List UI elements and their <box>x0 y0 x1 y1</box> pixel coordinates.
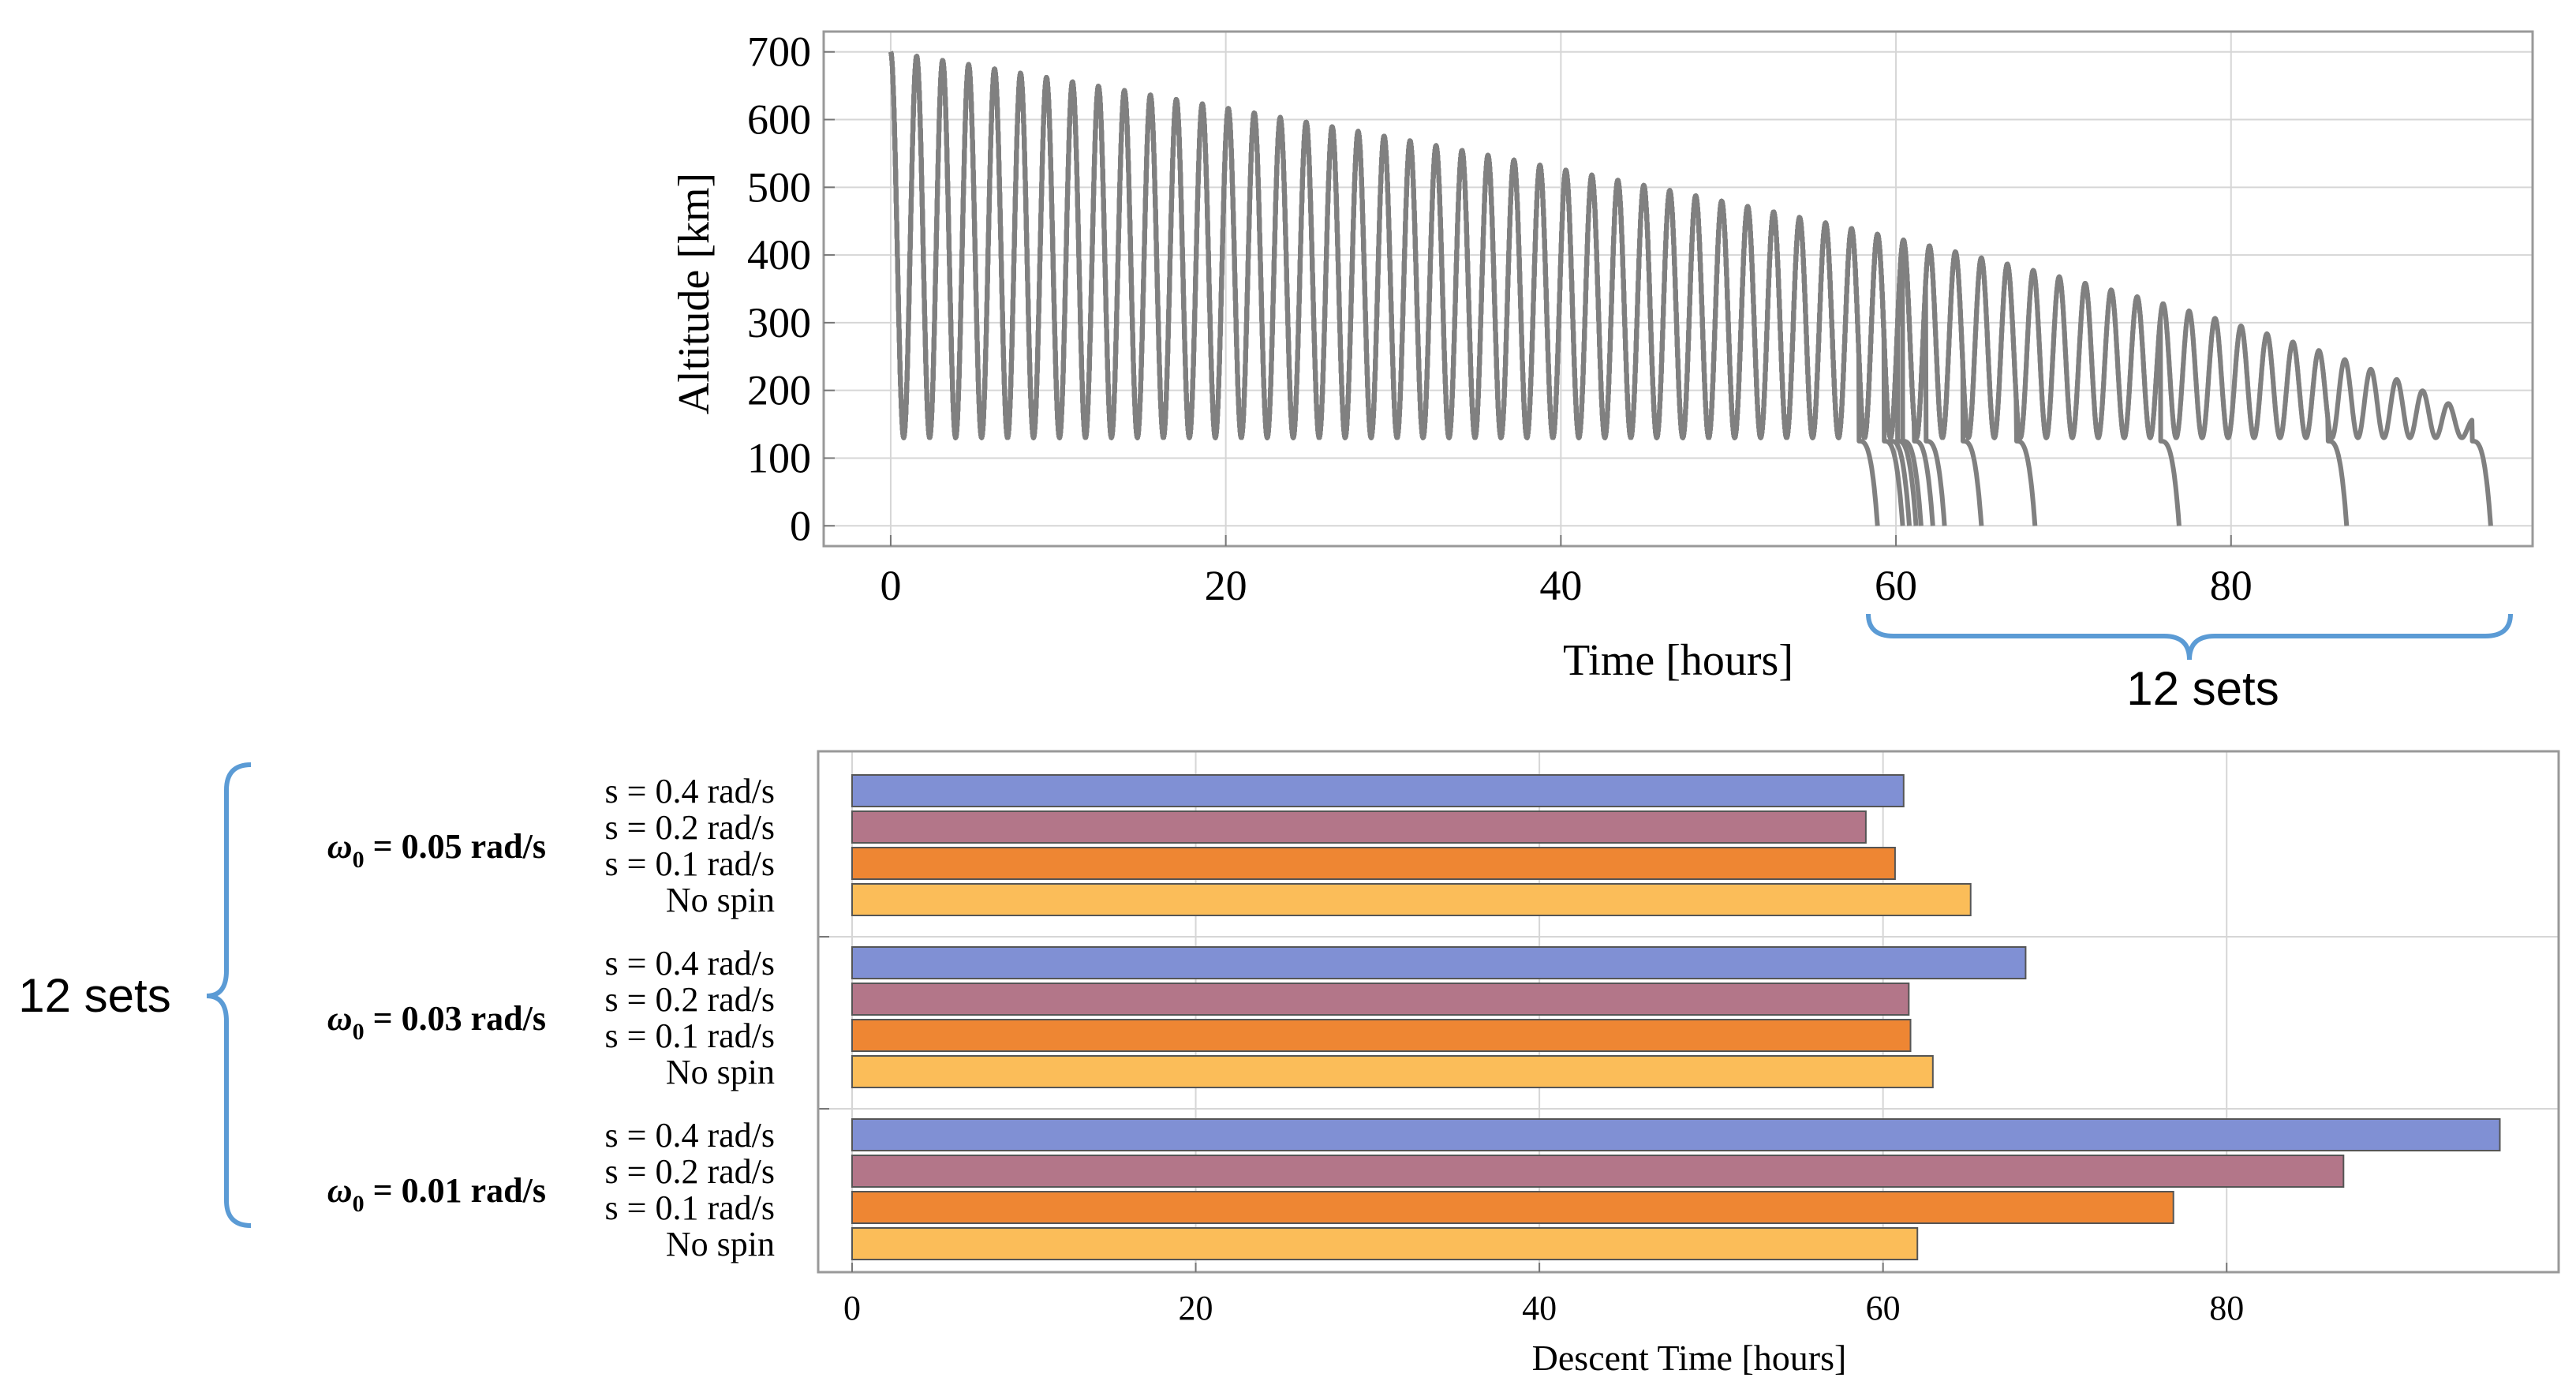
omega-subscript: 0 <box>353 1191 365 1217</box>
descent-x-axis-label: Descent Time [hours] <box>1532 1338 1847 1378</box>
descent-bar-labels: s = 0.4 rad/ss = 0.2 rad/ss = 0.1 rad/sN… <box>605 772 775 1263</box>
omega-symbol: ω <box>327 827 353 866</box>
descent-group-label: ω0 = 0.03 rad/s <box>327 999 546 1045</box>
altitude-x-tick-label: 60 <box>1875 562 1917 609</box>
omega-symbol: ω <box>327 999 353 1038</box>
omega-subscript: 0 <box>353 847 365 873</box>
altitude-y-tick-label: 700 <box>747 28 811 76</box>
descent-bar <box>851 847 1896 880</box>
altitude-x-tick-label: 20 <box>1205 562 1247 609</box>
altitude-x-tick-label: 40 <box>1539 562 1582 609</box>
altitude-trace <box>888 51 2038 526</box>
descent-bar <box>851 1155 2345 1188</box>
altitude-y-tick-label: 600 <box>747 96 811 144</box>
curly-brace-vertical <box>206 762 252 1228</box>
altitude-traces <box>888 51 2493 526</box>
altitude-y-tick-label: 400 <box>747 231 811 279</box>
altitude-x-tick-label: 80 <box>2210 562 2253 609</box>
altitude-y-ticks: 0 100 200 300 400 500 600 700 <box>747 28 835 549</box>
omega-symbol: ω <box>327 1171 353 1210</box>
descent-bar <box>851 883 1972 916</box>
descent-bar-label: s = 0.4 rad/s <box>605 944 775 983</box>
curly-brace-horizontal <box>1866 613 2513 661</box>
descent-x-tick-label: 40 <box>1522 1289 1557 1327</box>
altitude-y-tick-label: 200 <box>747 367 811 414</box>
descent-plot-frame <box>817 750 2560 1274</box>
altitude-chart: 0 20 40 60 80 0 100 200 300 400 500 600 700 Time [h… <box>670 28 2534 685</box>
descent-bar-label: No spin <box>666 1053 775 1091</box>
descent-time-chart: 0 20 40 60 80 s = 0.4 rad/ss = 0.2 rad/ss = … <box>327 750 2560 1378</box>
descent-bar <box>851 1227 1919 1260</box>
descent-bar-label: s = 0.2 rad/s <box>605 1152 775 1191</box>
descent-bar <box>851 1118 2501 1151</box>
descent-bar <box>851 1055 1934 1088</box>
descent-bar <box>851 810 1867 844</box>
altitude-x-tick-label: 0 <box>880 562 901 609</box>
descent-bar-label: s = 0.1 rad/s <box>605 1189 775 1227</box>
descent-bar <box>851 1019 1912 1052</box>
descent-x-tick-label: 0 <box>843 1289 861 1327</box>
altitude-y-tick-label: 300 <box>747 299 811 346</box>
top-brace-label: 12 sets <box>2126 662 2279 715</box>
altitude-y-tick-label: 100 <box>747 434 811 481</box>
descent-bar-label: s = 0.4 rad/s <box>605 1116 775 1155</box>
group-value-text: = 0.05 rad/s <box>365 827 546 866</box>
descent-bar-label: s = 0.2 rad/s <box>605 980 775 1019</box>
group-value-text: = 0.03 rad/s <box>365 999 546 1038</box>
descent-bar <box>851 1191 2174 1224</box>
descent-x-tick-label: 60 <box>1866 1289 1901 1327</box>
altitude-plot-frame <box>822 30 2534 548</box>
descent-x-ticks: 0 20 40 60 80 <box>843 1263 2244 1327</box>
descent-bar-label: No spin <box>666 1225 775 1263</box>
descent-group-label: ω0 = 0.05 rad/s <box>327 827 546 873</box>
altitude-trace <box>888 51 2350 526</box>
descent-bar-label: s = 0.2 rad/s <box>605 808 775 847</box>
altitude-y-axis-label: Altitude [km] <box>670 173 719 414</box>
descent-x-tick-label: 80 <box>2209 1289 2244 1327</box>
altitude-x-axis-label: Time [hours] <box>1563 636 1793 685</box>
descent-group-label: ω0 = 0.01 rad/s <box>327 1171 546 1217</box>
descent-bar-label: s = 0.1 rad/s <box>605 1016 775 1055</box>
descent-bar-label: No spin <box>666 881 775 919</box>
omega-subscript: 0 <box>353 1019 365 1045</box>
descent-bar <box>851 946 2027 979</box>
altitude-x-ticks: 0 20 40 60 80 <box>880 535 2253 609</box>
descent-group-labels: ω0 = 0.05 rad/sω0 = 0.03 rad/sω0 = 0.01 … <box>327 827 546 1217</box>
altitude-y-tick-label: 0 <box>790 502 811 549</box>
descent-bar-label: s = 0.1 rad/s <box>605 844 775 883</box>
descent-bar-label: s = 0.4 rad/s <box>605 772 775 810</box>
left-brace-annotation: 12 sets <box>18 762 252 1228</box>
descent-x-tick-label: 20 <box>1179 1289 1213 1327</box>
altitude-trace <box>888 51 2493 526</box>
descent-bars <box>851 774 2501 1260</box>
group-value-text: = 0.01 rad/s <box>365 1171 546 1210</box>
descent-bar <box>851 983 1910 1016</box>
top-brace-annotation: 12 sets <box>1866 613 2513 715</box>
descent-bar <box>851 774 1905 807</box>
left-brace-label: 12 sets <box>18 969 170 1022</box>
altitude-y-tick-label: 500 <box>747 163 811 211</box>
